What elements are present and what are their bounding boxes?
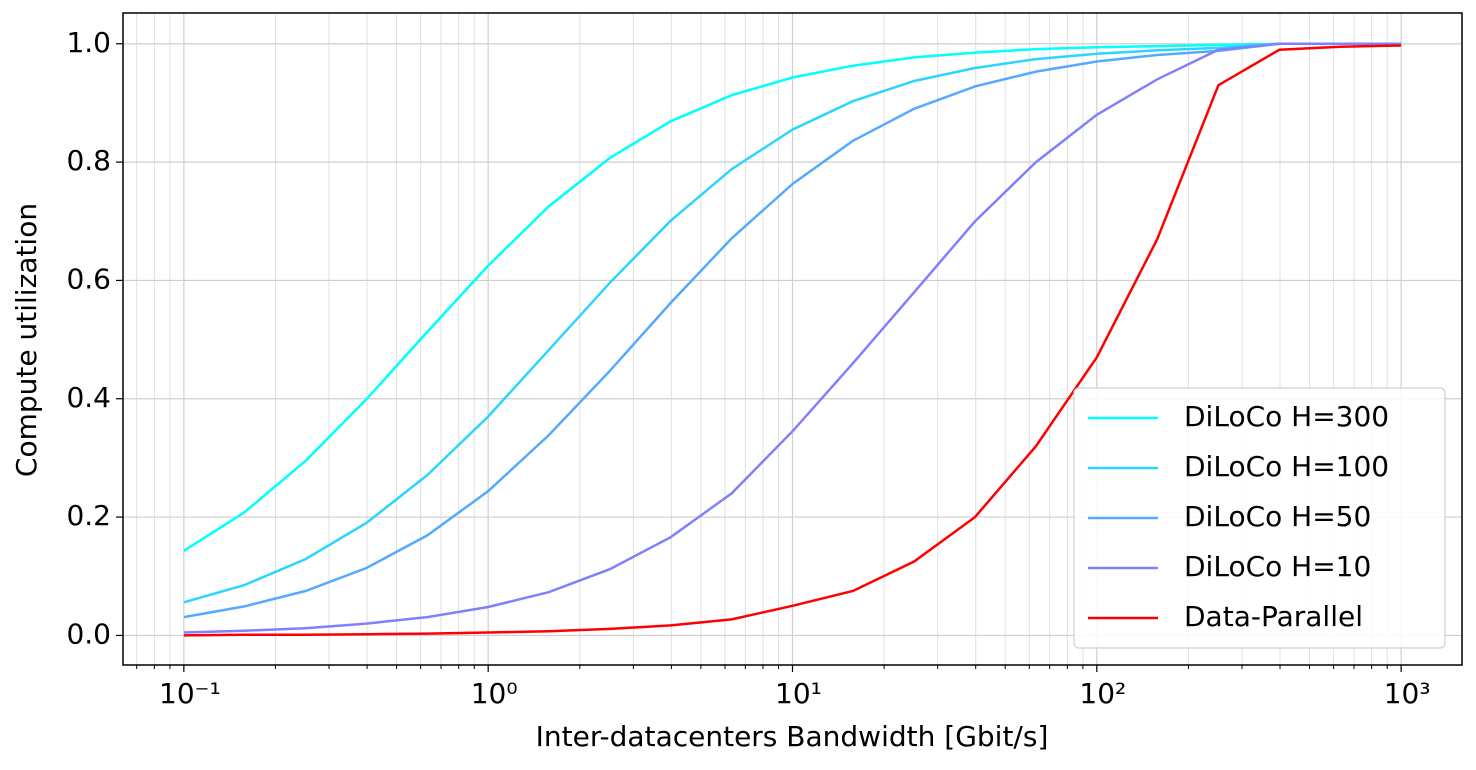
legend-label: DiLoCo H=100 — [1184, 450, 1389, 483]
x-tick-label: 10¹ — [775, 677, 822, 710]
y-tick-label: 0.2 — [66, 499, 111, 532]
x-tick-label: 10³ — [1384, 677, 1431, 710]
legend-label: Data-Parallel — [1184, 600, 1363, 633]
legend-label: DiLoCo H=10 — [1184, 550, 1371, 583]
y-tick-label: 0.6 — [66, 262, 111, 295]
series-line — [183, 42, 1402, 604]
x-axis-label: Inter-datacenters Bandwidth [Gbit/s] — [536, 720, 1049, 753]
series-line — [183, 42, 1402, 619]
series-line — [183, 42, 1402, 552]
series-line — [183, 44, 1402, 637]
y-tick-label: 0.4 — [66, 381, 111, 414]
y-tick-label: 1.0 — [66, 26, 111, 59]
legend-label: DiLoCo H=50 — [1184, 500, 1371, 533]
legend: DiLoCo H=300 DiLoCo H=100 DiLoCo H=50 DiLoC… — [1073, 387, 1446, 649]
x-tick-label: 10² — [1079, 677, 1126, 710]
series-line — [183, 42, 1402, 634]
y-tick-label: 0.0 — [66, 617, 111, 650]
legend-box — [1073, 387, 1446, 649]
x-tick-label: 10⁻¹ — [159, 677, 221, 710]
x-tick-label: 10⁰ — [471, 677, 518, 710]
y-tick-label: 0.8 — [66, 144, 111, 177]
y-axis-label: Compute utilization — [10, 203, 43, 477]
plot-frame — [122, 12, 1463, 666]
legend-label: DiLoCo H=300 — [1184, 400, 1389, 433]
